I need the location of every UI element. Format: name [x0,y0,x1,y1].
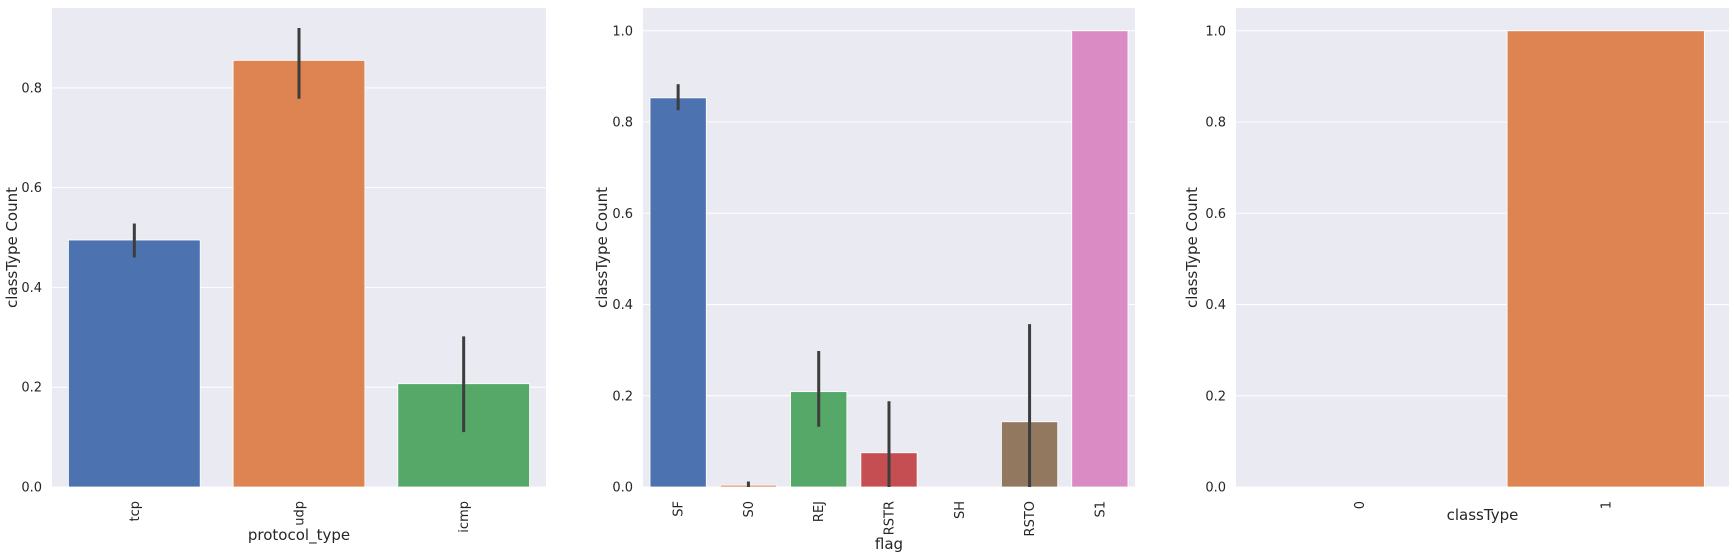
y-tick-label: 0.4 [1205,298,1226,313]
y-axis-label: classType Count [593,187,611,308]
bar-S1 [1071,30,1129,488]
x-axis-label: classType [1447,506,1519,524]
x-tick-label: SF [672,501,687,517]
chart-panel-1: 0.0 0.2 0.4 0.6 0.8 tcp udp icmp protocol_type cl… [3,8,546,545]
y-tick-label: 0.8 [612,116,633,131]
x-tick-label: icmp [457,501,472,533]
bar-tcp [68,239,201,488]
x-tick-label: 1 [1599,501,1614,509]
chart-panel-3: 0.0 0.2 0.4 0.6 0.8 1.0 0 1 classType classType C… [1183,8,1729,524]
y-tick-label: 0.2 [1205,389,1226,404]
x-tick-label: udp [293,501,308,526]
y-tick-label: 0.4 [21,281,42,296]
y-tick-label: 0.6 [1205,207,1226,222]
y-tick-label: 1.0 [1205,24,1226,39]
x-tick-label: S1 [1093,501,1108,518]
y-tick-label: 0.6 [21,181,42,196]
y-tick-label: 0.8 [21,81,42,96]
y-tick-label: 0.2 [21,381,42,396]
x-axis-label: flag [875,535,903,553]
y-tick-label: 0.2 [612,389,633,404]
x-tick-label: tcp [128,501,143,522]
x-tick-label: 0 [1353,501,1368,509]
x-tick-label: RSTO [1023,501,1038,536]
x-axis-label: protocol_type [248,526,350,545]
y-tick-label: 1.0 [612,24,633,39]
y-tick-label: 0.4 [612,298,633,313]
y-tick-label: 0.0 [1205,481,1226,496]
y-tick-label: 0.0 [21,481,42,496]
bar-1 [1506,30,1705,488]
bar-udp [232,59,366,488]
bar-SF [649,97,707,488]
y-tick-label: 0.6 [612,207,633,222]
y-axis-label: classType Count [1183,187,1201,308]
x-tick-label: RSTR [883,501,898,535]
x-tick-label: SH [953,501,968,519]
y-tick-label: 0.8 [1205,116,1226,131]
x-tick-label: S0 [742,501,757,518]
chart-panel-2: 0.0 0.2 0.4 0.6 0.8 1.0 SF S0 REJ RSTR SH RSTO S1 fla… [593,8,1135,553]
x-tick-label: REJ [812,501,827,522]
y-tick-label: 0.0 [612,481,633,496]
y-axis-label: classType Count [3,187,21,308]
